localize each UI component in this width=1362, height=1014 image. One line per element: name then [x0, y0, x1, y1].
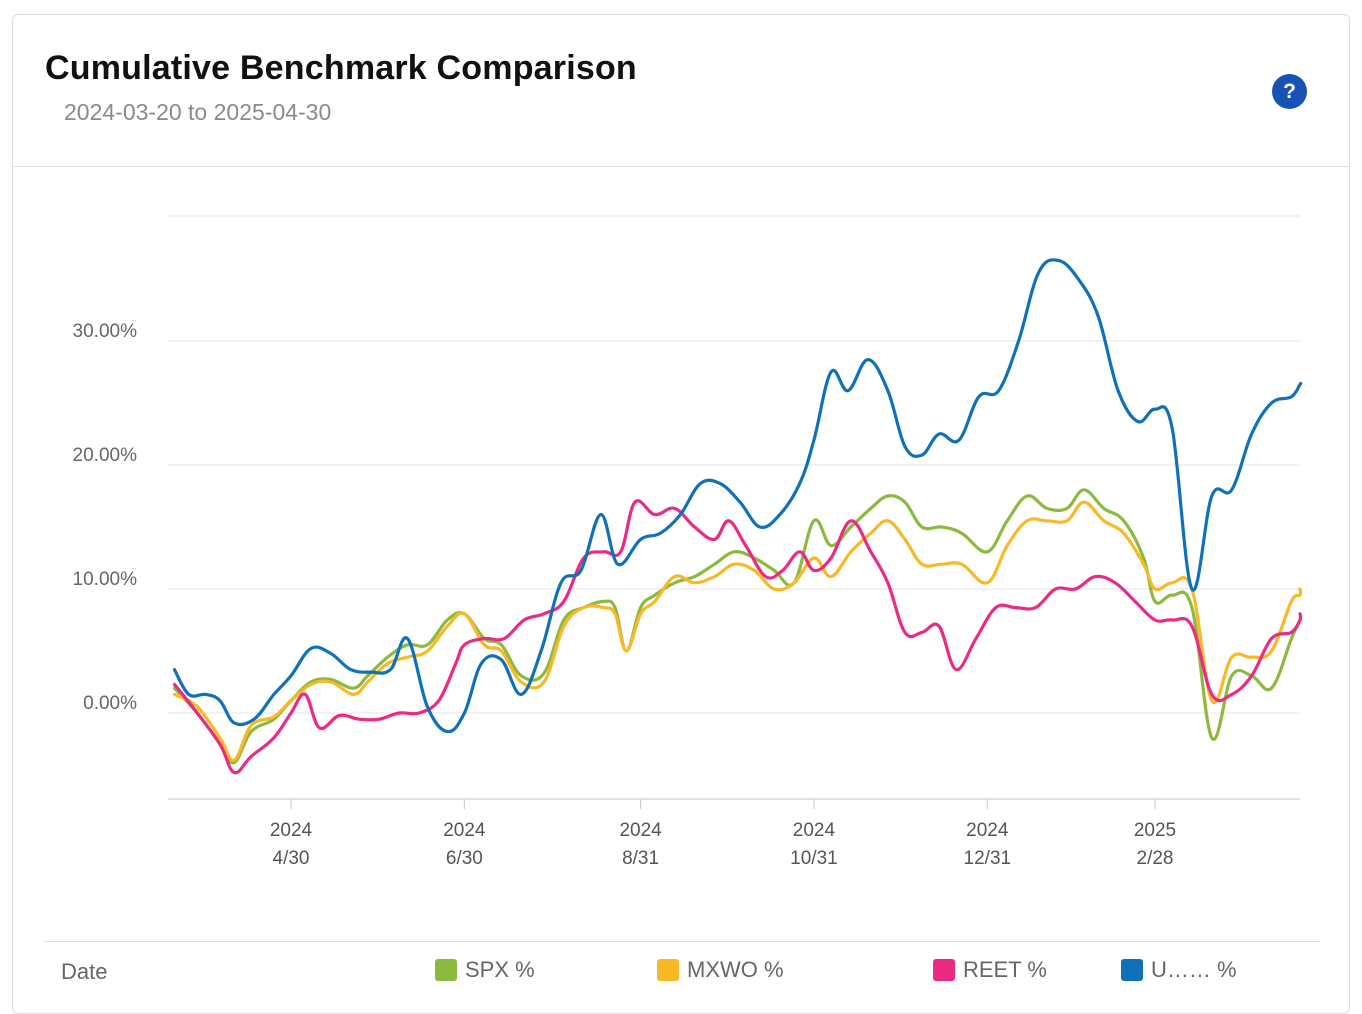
- x-tick-year: 2024: [270, 820, 313, 841]
- x-tick-year: 2024: [619, 820, 662, 841]
- y-tick-label: 10.00%: [73, 569, 138, 590]
- date-range-subtitle: 2024-03-20 to 2025-04-30: [64, 99, 332, 125]
- chart-title: Cumulative Benchmark Comparison: [45, 49, 637, 87]
- legend-date-label: Date: [61, 959, 108, 984]
- x-tick-date: 8/31: [622, 848, 659, 869]
- legend-swatch-spx: [435, 959, 457, 981]
- x-tick-year: 2024: [966, 820, 1009, 841]
- legend-label-spx: SPX %: [465, 957, 535, 982]
- x-tick-date: 10/31: [790, 848, 838, 869]
- legend-label-reet: REET %: [963, 957, 1047, 982]
- line-chart: 0.00% 10.00% 20.00% 30.00% 2024 4/30 2024 6/30…: [73, 215, 1303, 869]
- x-tick-date: 6/30: [446, 848, 483, 869]
- help-icon[interactable]: ?: [1272, 74, 1307, 109]
- x-tick-date: 4/30: [273, 848, 310, 869]
- series-line-mxwo[interactable]: [172, 500, 1303, 762]
- legend-label-mxwo: MXWO %: [687, 957, 784, 982]
- legend-item-mxwo[interactable]: MXWO %: [657, 957, 784, 983]
- series-line-u[interactable]: [172, 258, 1303, 734]
- legend-label-u: U…… %: [1151, 957, 1237, 982]
- legend-item-spx[interactable]: SPX %: [435, 957, 535, 983]
- legend-swatch-reet: [933, 959, 955, 981]
- legend-swatch-mxwo: [657, 959, 679, 981]
- x-axis: 2024 4/30 2024 6/30 2024 8/31 2024 10/31 2024 12/…: [168, 798, 1300, 869]
- y-axis-ticks: 0.00% 10.00% 20.00% 30.00%: [73, 321, 138, 714]
- series-lines: [172, 258, 1303, 775]
- y-tick-label: 20.00%: [73, 445, 138, 466]
- chart-legend: Date SPX % MXWO % REET % U…… %: [44, 941, 1320, 997]
- x-tick-year: 2024: [443, 820, 486, 841]
- y-tick-label: 0.00%: [83, 693, 137, 714]
- grid-lines: [168, 215, 1300, 714]
- series-line-reet[interactable]: [172, 499, 1303, 775]
- legend-item-reet[interactable]: REET %: [933, 957, 1047, 983]
- x-tick-year: 2025: [1134, 820, 1176, 841]
- card-header: Cumulative Benchmark Comparison 2024-03-…: [13, 15, 1349, 167]
- x-tick-year: 2024: [793, 820, 836, 841]
- legend-item-u[interactable]: U…… %: [1121, 957, 1237, 983]
- x-tick-date: 12/31: [964, 848, 1012, 869]
- y-tick-label: 30.00%: [73, 321, 138, 342]
- legend-swatch-u: [1121, 959, 1143, 981]
- x-tick-date: 2/28: [1137, 848, 1174, 869]
